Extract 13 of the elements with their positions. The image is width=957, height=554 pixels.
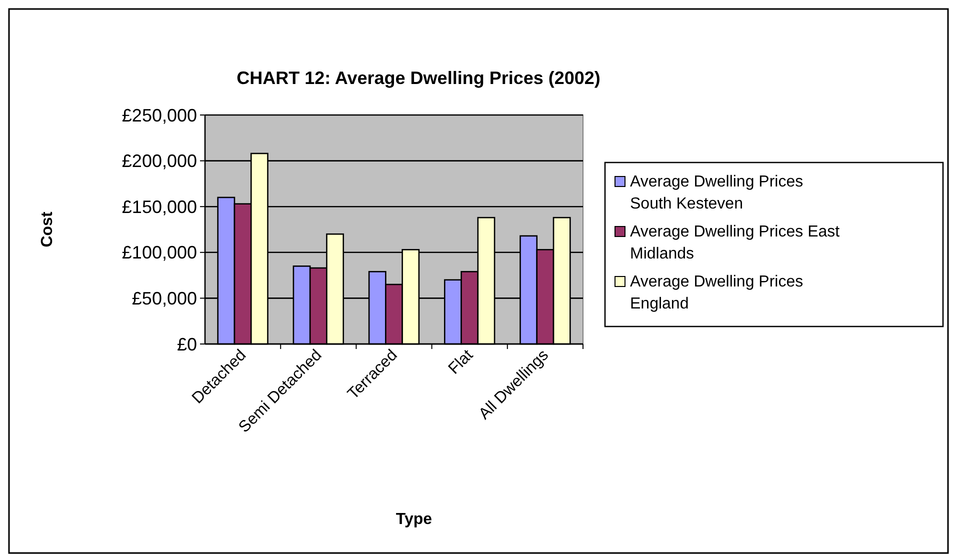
y-tick-label: £150,000 (122, 196, 197, 217)
x-tick-label: Flat (446, 346, 477, 378)
legend-label: Average Dwelling Prices South Kesteven (630, 174, 804, 212)
chart-title: CHART 12: Average Dwelling Prices (2002) (236, 68, 600, 88)
x-axis-title: Type (396, 511, 432, 528)
y-tick-label: £100,000 (122, 242, 197, 263)
y-tick-label: £200,000 (122, 151, 197, 172)
y-axis-title: Cost (39, 211, 56, 248)
legend-label: Average Dwelling Prices East Midlands (630, 224, 840, 262)
legend-label: Average Dwelling Prices England (630, 274, 804, 312)
y-tick-label: £50,000 (132, 288, 197, 308)
y-tick-label: £0 (176, 334, 197, 354)
y-tick-label: £250,000 (122, 105, 197, 126)
